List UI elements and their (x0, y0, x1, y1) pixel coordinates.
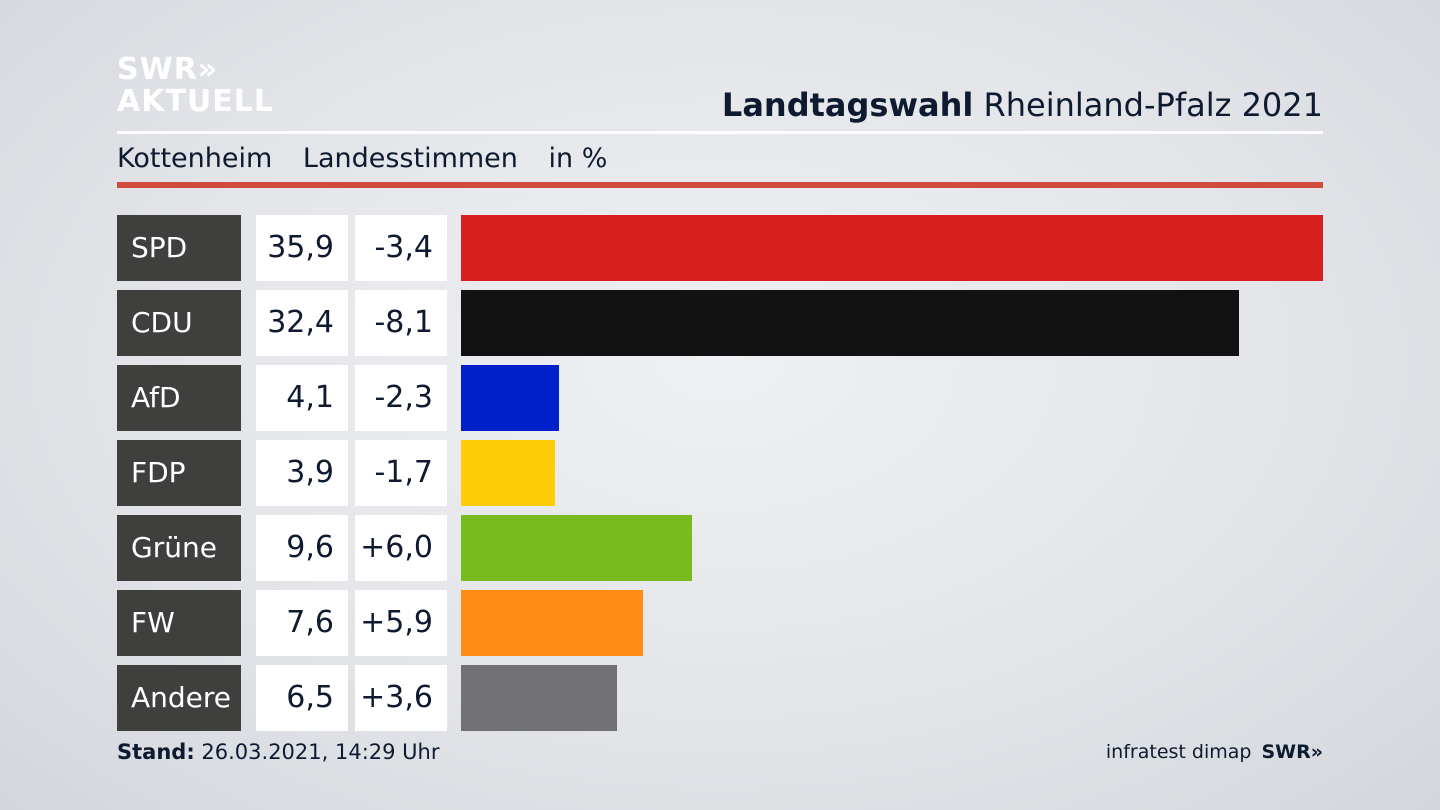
party-label: Grüne (117, 515, 241, 581)
change-label: -3,4 (355, 215, 447, 281)
accent-rule (117, 182, 1323, 188)
bar (461, 515, 692, 581)
subtitle-type: Landesstimmen (302, 143, 518, 174)
title-bold: Landtagswahl (721, 86, 974, 124)
change-label: +6,0 (355, 515, 447, 581)
party-label: FW (117, 590, 241, 656)
vote-share-label: 3,9 (256, 440, 348, 506)
page-title: Landtagswahl Rheinland-Pfalz 2021 (722, 86, 1323, 124)
title-rest: Rheinland-Pfalz 2021 (973, 86, 1323, 124)
change-label: +5,9 (355, 590, 447, 656)
vote-share-label: 35,9 (256, 215, 348, 281)
subtitle-place: Kottenheim (117, 143, 273, 174)
source-name: infratest dimap (1105, 741, 1252, 763)
bar (461, 365, 559, 431)
timestamp: Stand: 26.03.2021, 14:29 Uhr (117, 740, 440, 764)
change-label: -8,1 (355, 290, 447, 356)
bar (461, 290, 1239, 356)
stand-value: 26.03.2021, 14:29 Uhr (194, 740, 440, 764)
chart-subtitle: Kottenheim Landesstimmen in % (117, 143, 629, 174)
vote-share-label: 7,6 (256, 590, 348, 656)
change-label: +3,6 (355, 665, 447, 731)
party-label: CDU (117, 290, 241, 356)
swr-aktuell-logo: SWR» AKTUELL (117, 54, 274, 118)
bar (461, 215, 1323, 281)
stand-label: Stand: (117, 740, 195, 764)
bar (461, 665, 617, 731)
bar (461, 440, 555, 506)
party-label: Andere (117, 665, 241, 731)
bar (461, 590, 643, 656)
logo-line-2: AKTUELL (117, 84, 275, 119)
party-label: FDP (117, 440, 241, 506)
vote-share-label: 4,1 (256, 365, 348, 431)
change-label: -1,7 (355, 440, 447, 506)
source-credit: infratest dimap SWR» (1106, 741, 1323, 763)
change-label: -2,3 (355, 365, 447, 431)
party-label: SPD (117, 215, 241, 281)
logo-line-1: SWR» (117, 52, 219, 87)
party-label: AfD (117, 365, 241, 431)
subtitle-unit: in % (548, 143, 608, 174)
vote-share-label: 32,4 (256, 290, 348, 356)
swr-brand-logo: SWR» (1261, 741, 1323, 763)
header-divider (117, 131, 1323, 134)
vote-share-label: 6,5 (256, 665, 348, 731)
vote-share-label: 9,6 (256, 515, 348, 581)
